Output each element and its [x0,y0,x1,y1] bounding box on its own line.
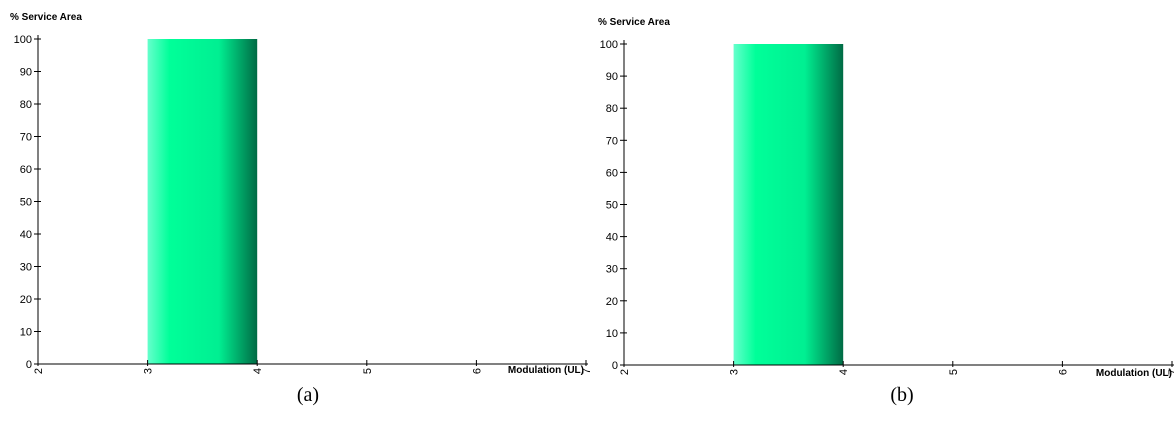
y-tick-label: 90 [20,67,32,79]
x-tick-label: 7 [1167,369,1174,375]
y-tick-label: 80 [20,99,32,111]
y-tick-label: 0 [612,360,618,372]
x-tick-label: 5 [362,368,374,374]
y-tick-label: 40 [20,229,32,241]
x-axis-title: Modulation (UL) [1096,368,1172,379]
y-tick-label: 20 [606,296,618,308]
y-tick-label: 40 [606,232,618,244]
y-tick-label: 20 [20,294,32,306]
x-tick-label: 6 [471,368,483,374]
y-tick-label: 50 [20,197,32,209]
y-tick-label: 10 [606,328,618,340]
y-tick-label: 30 [606,264,618,276]
y-tick-label: 30 [20,262,32,274]
chart-a-svg: 0 10 20 30 40 50 60 70 80 90 100 2 3 4 5 6 7 % Service Ar… [10,12,593,376]
chart-panel-a: 0 10 20 30 40 50 60 70 80 90 100 2 3 4 5 6 7 % Service Ar… [10,12,593,376]
bar-0 [147,39,258,364]
y-axis-title: % Service Area [10,12,82,23]
x-axis-title: Modulation (UL) [508,365,584,376]
y-axis-title: % Service Area [598,17,670,28]
y-tick-label: 100 [600,39,618,51]
y-tick-label: 90 [606,71,618,83]
caption-a: (a) [296,384,320,406]
x-tick-label: 7 [581,368,593,374]
y-tick-label: 50 [606,200,618,212]
x-tick-label: 2 [619,369,631,375]
x-tick-label: 4 [252,368,264,374]
chart-b-svg: 0 10 20 30 40 50 60 70 80 90 100 2 3 4 5 6 7 % Service Ar… [598,17,1174,379]
x-tick-label: 6 [1057,369,1069,375]
x-tick-label: 3 [143,368,155,374]
x-tick-label: 4 [838,369,850,375]
caption-b: (b) [890,384,914,406]
y-tick-label: 70 [606,135,618,147]
y-tick-label: 80 [606,103,618,115]
y-tick-label: 60 [20,164,32,176]
y-tick-label: 70 [20,132,32,144]
bar-0 [733,44,844,365]
x-tick-label: 5 [948,369,960,375]
y-tick-label: 60 [606,167,618,179]
x-tick-label: 2 [33,368,45,374]
y-tick-label: 100 [14,34,32,46]
y-tick-label: 10 [20,327,32,339]
chart-panel-b: 0 10 20 30 40 50 60 70 80 90 100 2 3 4 5 6 7 % Service Ar… [586,0,1174,434]
y-tick-label: 0 [26,359,32,371]
x-tick-label: 3 [729,369,741,375]
